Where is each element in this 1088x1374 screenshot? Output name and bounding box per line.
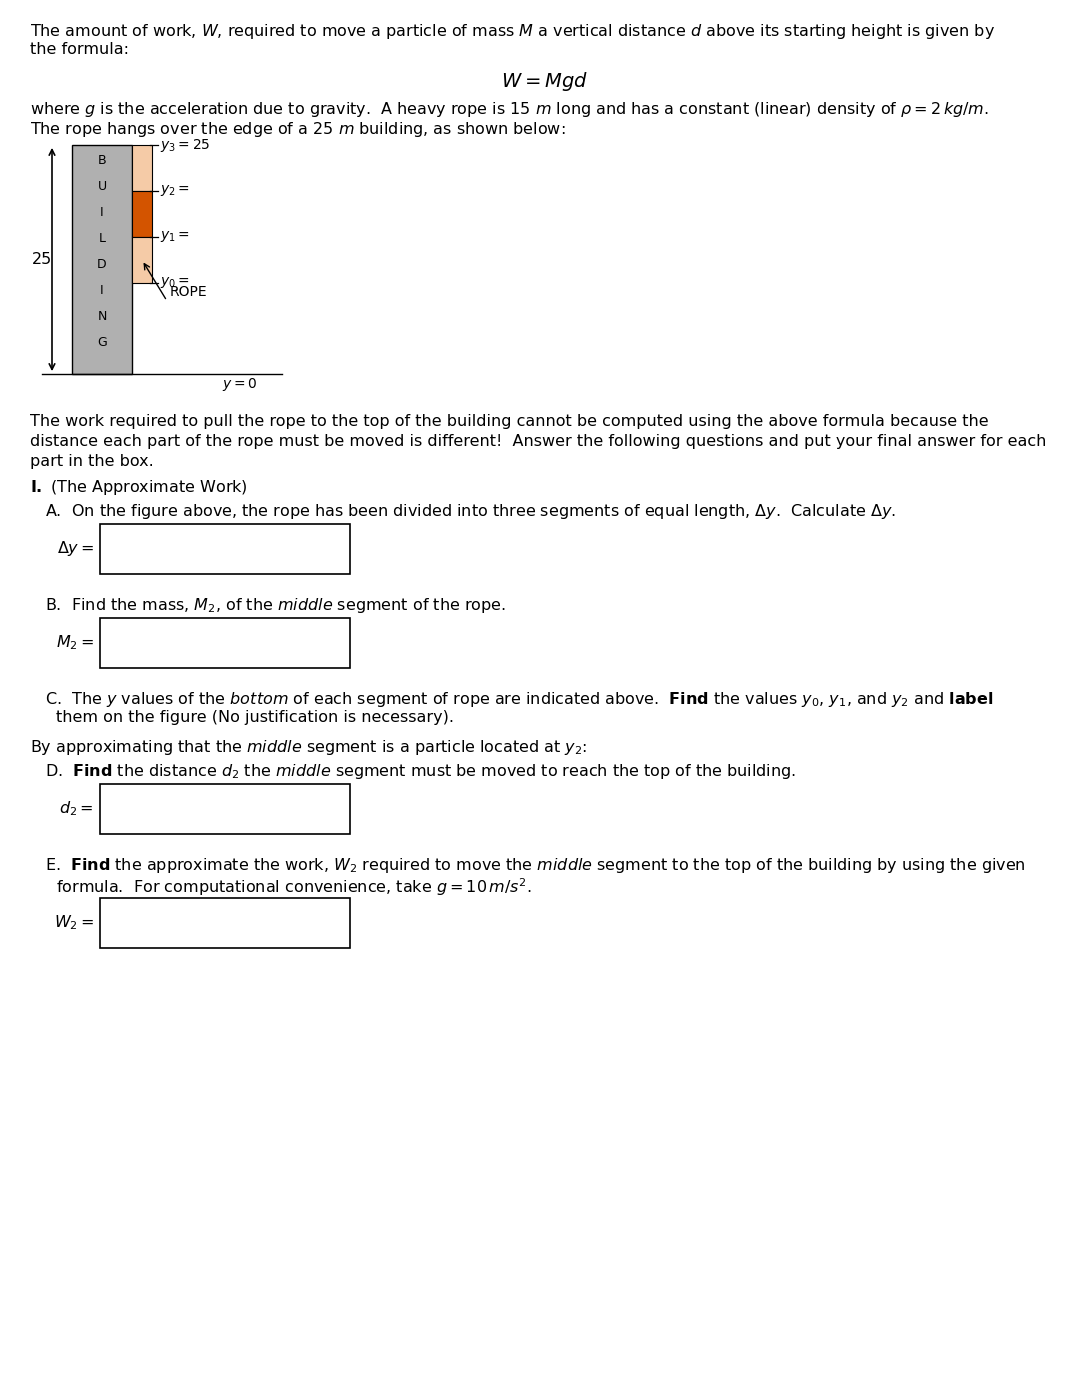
Bar xyxy=(132,236,152,283)
Bar xyxy=(132,191,152,236)
Text: $y_2 =$: $y_2 =$ xyxy=(160,184,190,198)
Text: D.  $\mathbf{Find}$ the distance $d_2$ the $\mathit{middle}$ segment must be mov: D. $\mathbf{Find}$ the distance $d_2$ th… xyxy=(45,763,796,780)
Text: The amount of work, $W$, required to move a particle of mass $M$ a vertical dist: The amount of work, $W$, required to mov… xyxy=(30,22,996,41)
Bar xyxy=(100,618,350,668)
Text: G: G xyxy=(97,337,107,349)
Text: A.  On the figure above, the rope has been divided into three segments of equal : A. On the figure above, the rope has bee… xyxy=(45,502,897,521)
Text: By approximating that the $\mathit{middle}$ segment is a particle located at $y_: By approximating that the $\mathit{middl… xyxy=(30,738,588,757)
Text: $\bf{I.}$ (The Approximate Work): $\bf{I.}$ (The Approximate Work) xyxy=(30,478,248,497)
Text: The work required to pull the rope to the top of the building cannot be computed: The work required to pull the rope to th… xyxy=(30,414,989,429)
Text: formula.  For computational convenience, take $g = 10\,m/s^2$.: formula. For computational convenience, … xyxy=(55,877,532,897)
Text: N: N xyxy=(97,311,107,323)
Bar xyxy=(100,523,350,574)
Text: distance each part of the rope must be moved is different!  Answer the following: distance each part of the rope must be m… xyxy=(30,434,1047,449)
Text: U: U xyxy=(98,180,107,192)
Text: I: I xyxy=(100,284,103,297)
Bar xyxy=(72,146,132,374)
Bar xyxy=(132,146,152,191)
Text: $W = Mgd$: $W = Mgd$ xyxy=(500,70,588,93)
Text: 25: 25 xyxy=(32,251,52,267)
Text: I: I xyxy=(100,206,103,218)
Text: ROPE: ROPE xyxy=(170,284,208,300)
Text: $y_3 = 25$: $y_3 = 25$ xyxy=(160,136,211,154)
Text: $y_0 =$: $y_0 =$ xyxy=(160,276,190,290)
Text: them on the figure (No justification is necessary).: them on the figure (No justification is … xyxy=(55,710,454,725)
Text: B: B xyxy=(98,154,107,166)
Text: B.  Find the mass, $M_2$, of the $\mathit{middle}$ segment of the rope.: B. Find the mass, $M_2$, of the $\mathit… xyxy=(45,596,506,616)
Text: $y = 0$: $y = 0$ xyxy=(222,376,258,393)
Bar xyxy=(100,785,350,834)
Text: part in the box.: part in the box. xyxy=(30,453,153,469)
Text: The rope hangs over the edge of a 25 $m$ building, as shown below:: The rope hangs over the edge of a 25 $m$… xyxy=(30,120,566,139)
Text: $W_2 =$: $W_2 =$ xyxy=(53,914,94,933)
Bar xyxy=(100,899,350,948)
Text: L: L xyxy=(99,232,106,245)
Text: $M_2 =$: $M_2 =$ xyxy=(55,633,94,653)
Text: E.  $\mathbf{Find}$ the approximate the work, $W_2$ required to move the $\mathi: E. $\mathbf{Find}$ the approximate the w… xyxy=(45,856,1026,875)
Text: where $g$ is the acceleration due to gravity.  A heavy rope is 15 $m$ long and h: where $g$ is the acceleration due to gra… xyxy=(30,100,989,120)
Text: $d_2 =$: $d_2 =$ xyxy=(60,800,94,819)
Text: the formula:: the formula: xyxy=(30,43,129,56)
Text: $y_1 =$: $y_1 =$ xyxy=(160,229,190,245)
Text: C.  The $y$ values of the $\mathit{bottom}$ of each segment of rope are indicate: C. The $y$ values of the $\mathit{bottom… xyxy=(45,690,993,709)
Text: $\Delta y =$: $\Delta y =$ xyxy=(57,540,94,558)
Text: D: D xyxy=(97,258,107,271)
